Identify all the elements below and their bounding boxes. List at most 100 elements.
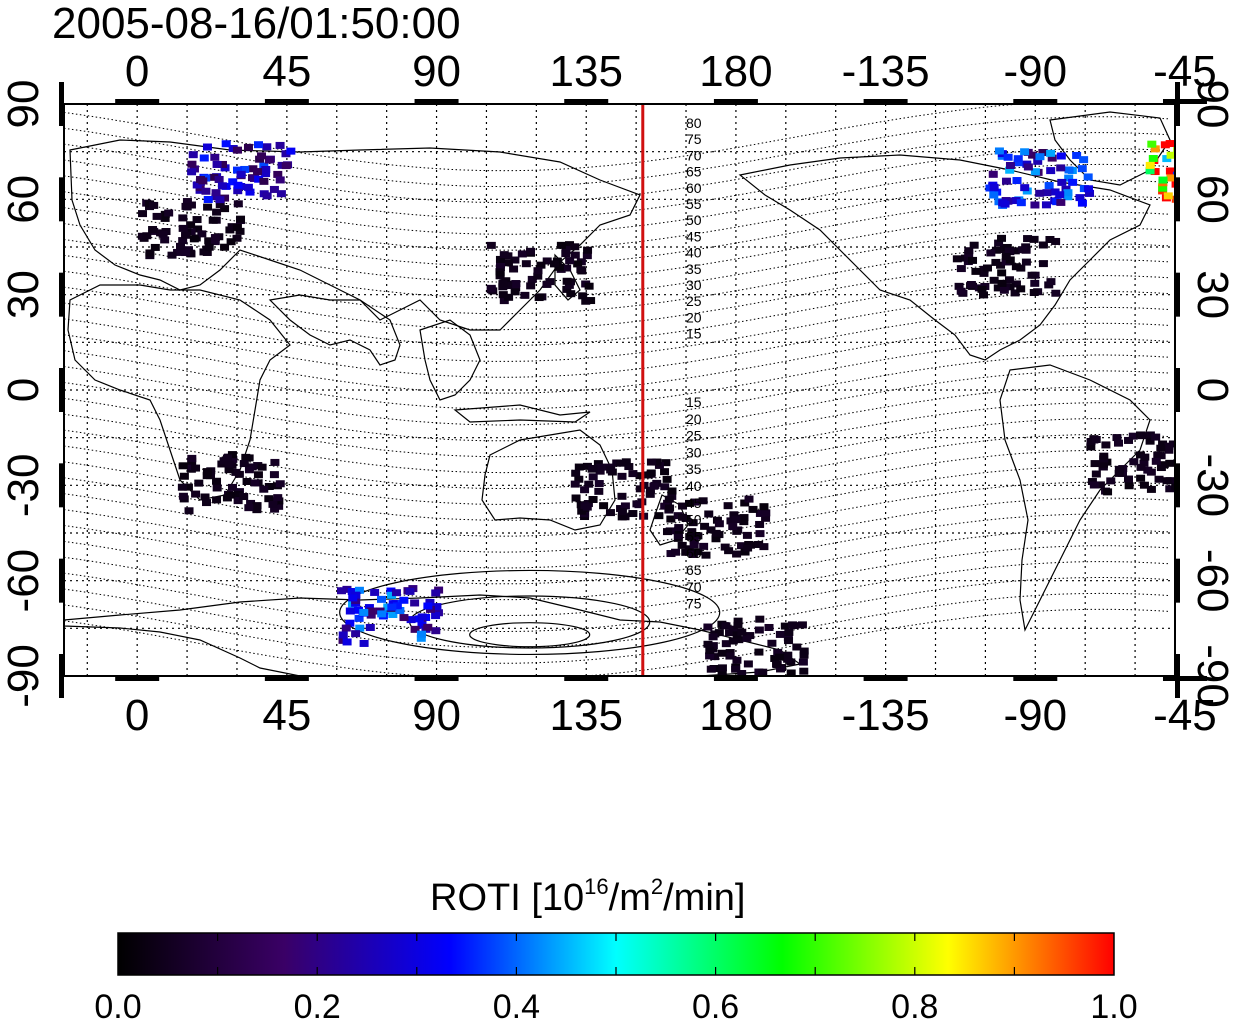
svg-text:ROTI [1016/m2/min]: ROTI [1016/m2/min] xyxy=(430,874,745,919)
roti-cell xyxy=(1163,192,1173,200)
contour-line xyxy=(64,306,1169,378)
roti-cell xyxy=(377,595,387,603)
roti-cell xyxy=(759,543,769,551)
roti-cell xyxy=(354,614,364,622)
roti-cell xyxy=(236,170,246,178)
contour-line xyxy=(64,449,1169,521)
roti-cell xyxy=(226,238,236,246)
roti-cell xyxy=(634,501,644,509)
roti-cell xyxy=(495,255,505,263)
roti-cell xyxy=(387,603,397,611)
contour-labels: 8075706560555045403530252015152025303540… xyxy=(686,115,702,612)
y-tick-mark xyxy=(1175,368,1180,412)
roti-cell xyxy=(178,214,188,222)
roti-cell xyxy=(673,532,683,540)
roti-cell xyxy=(191,490,201,498)
roti-cell xyxy=(685,499,695,507)
roti-cell xyxy=(1041,201,1051,209)
roti-cell xyxy=(254,175,264,183)
roti-cell xyxy=(703,640,713,648)
contour-label-south: 45 xyxy=(686,495,702,511)
roti-cell xyxy=(1027,271,1037,279)
roti-cell xyxy=(605,509,615,517)
x-tick-mark xyxy=(115,99,160,104)
roti-cell xyxy=(221,140,231,148)
roti-cell xyxy=(276,190,286,198)
roti-cell xyxy=(210,153,220,161)
contour-line xyxy=(64,481,1169,553)
roti-cell xyxy=(681,548,691,556)
roti-cell xyxy=(204,243,214,251)
map-axes: 0045459090135135180180-135-135-90-90-45-… xyxy=(0,47,1237,740)
roti-cell xyxy=(1001,253,1011,261)
roti-cell xyxy=(204,237,214,245)
roti-cell xyxy=(1011,280,1021,288)
contour-label-north: 50 xyxy=(686,212,702,228)
roti-cell xyxy=(616,459,626,467)
roti-cell xyxy=(1136,463,1146,471)
roti-cell xyxy=(1103,488,1113,496)
roti-cell xyxy=(1029,289,1039,297)
x-tick-label-top: 180 xyxy=(699,47,772,96)
roti-cell xyxy=(224,460,234,468)
roti-cell xyxy=(1179,474,1188,481)
roti-cell xyxy=(1158,440,1168,448)
roti-cell xyxy=(1165,167,1175,175)
roti-cell xyxy=(336,587,346,595)
roti-cell xyxy=(177,483,187,491)
roti-cell xyxy=(577,507,587,515)
y-tick-label-left: 0 xyxy=(0,378,48,402)
contour-line xyxy=(64,211,1169,283)
roti-cell xyxy=(1023,235,1033,243)
contour-line xyxy=(64,116,1169,188)
roti-cell xyxy=(228,455,238,463)
roti-cell xyxy=(431,589,441,597)
y-tick-label-right: -30 xyxy=(1188,454,1237,518)
roti-cell xyxy=(1180,441,1189,448)
x-tick-label-bottom: 0 xyxy=(125,691,149,740)
roti-cell xyxy=(989,183,999,191)
roti-cell xyxy=(211,189,221,197)
roti-cell xyxy=(227,451,237,459)
roti-cell xyxy=(239,460,249,468)
roti-cell xyxy=(977,285,987,293)
roti-cell xyxy=(365,623,375,631)
y-tick-label-right: -60 xyxy=(1188,549,1237,613)
roti-cell xyxy=(699,542,709,550)
roti-cell xyxy=(269,471,279,479)
roti-cell xyxy=(1166,151,1175,159)
roti-cell xyxy=(377,610,387,618)
roti-cell xyxy=(783,655,793,663)
y-tick-label-left: 60 xyxy=(0,175,48,224)
roti-cell xyxy=(997,279,1007,287)
roti-cell xyxy=(755,509,765,517)
roti-cell xyxy=(717,649,727,657)
x-tick-mark xyxy=(264,676,309,681)
contour-label-north: 60 xyxy=(686,180,702,196)
y-tick-label-left: -30 xyxy=(0,454,48,518)
roti-cell xyxy=(416,630,426,638)
roti-cell xyxy=(1064,166,1074,174)
roti-cell xyxy=(388,610,398,618)
y-tick-label-left: -90 xyxy=(0,644,48,708)
contour-label-south: 70 xyxy=(686,579,702,595)
roti-cell xyxy=(999,286,1009,294)
contour-line xyxy=(64,275,1169,347)
roti-cell xyxy=(1177,156,1186,163)
roti-cell xyxy=(776,665,786,673)
roti-cell xyxy=(1038,149,1048,157)
y-tick-mark xyxy=(1175,82,1180,126)
roti-cell xyxy=(1016,199,1026,207)
contour-label-south: 30 xyxy=(686,444,702,460)
roti-cell xyxy=(210,234,220,242)
roti-cell xyxy=(164,209,174,217)
roti-cell xyxy=(635,472,645,480)
roti-cell xyxy=(737,669,747,676)
roti-cell xyxy=(956,287,966,295)
roti-cell xyxy=(1000,200,1010,208)
roti-cell xyxy=(399,614,409,622)
roti-cell xyxy=(565,241,575,249)
roti-cell xyxy=(780,622,790,630)
roti-cell xyxy=(701,551,711,559)
roti-cell xyxy=(1200,151,1209,158)
